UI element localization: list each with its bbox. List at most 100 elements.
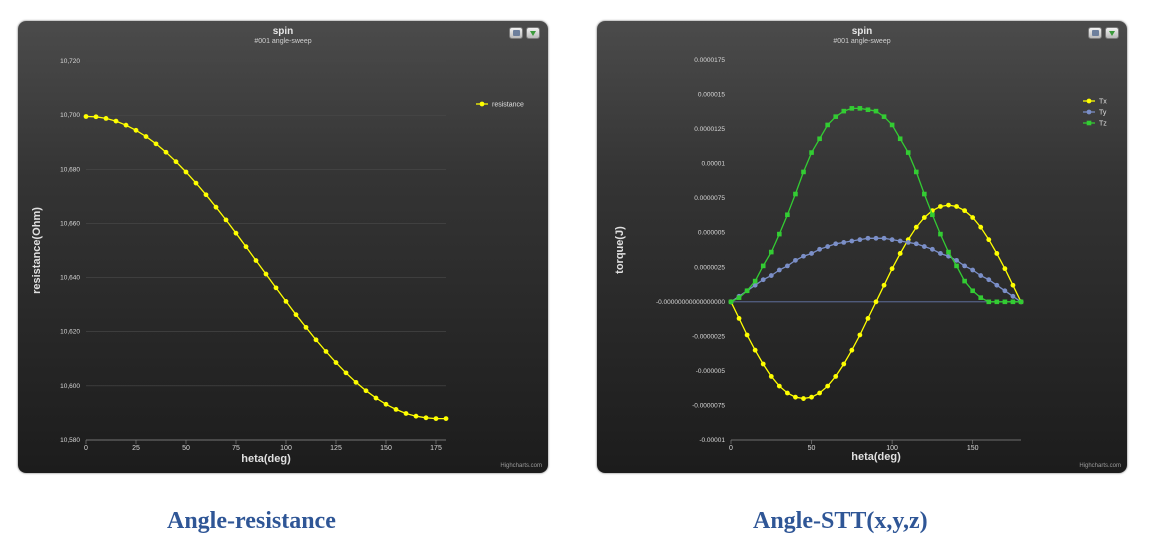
y-tick-label: 10,660 — [60, 220, 80, 227]
data-point — [889, 122, 895, 128]
y-tick-label: -0.000005 — [696, 368, 726, 375]
data-point — [817, 136, 822, 142]
data-point — [897, 251, 903, 256]
data-point — [873, 108, 879, 114]
data-point — [905, 150, 911, 155]
data-point — [873, 235, 879, 241]
print-icon[interactable] — [509, 27, 523, 39]
data-point — [373, 395, 379, 401]
data-point — [946, 202, 951, 208]
data-point — [962, 208, 968, 214]
data-point — [736, 295, 742, 300]
data-point — [978, 224, 984, 230]
data-point — [986, 237, 992, 243]
data-point — [954, 263, 959, 269]
data-point — [403, 411, 409, 416]
data-point — [744, 332, 750, 338]
credits-link[interactable]: Highcharts.com — [1079, 463, 1121, 469]
x-tick-label: 25 — [132, 445, 140, 452]
export-icon[interactable] — [1105, 27, 1119, 39]
legend-marker — [1086, 98, 1092, 104]
series-line-resistance — [85, 115, 446, 420]
export-glyph — [530, 30, 536, 36]
data-point — [768, 374, 774, 379]
data-point — [183, 169, 189, 175]
data-point — [841, 361, 847, 367]
data-point — [393, 407, 399, 412]
y-tick-label: -0.0000075 — [692, 402, 725, 409]
x-tick-label: 125 — [330, 445, 342, 452]
legend-marker — [1086, 120, 1092, 126]
caption-angle-resistance: Angle-resistance — [167, 508, 336, 534]
data-point — [913, 241, 919, 247]
print-glyph — [512, 30, 520, 36]
x-axis-title: heta(deg) — [241, 453, 291, 465]
data-point — [913, 169, 919, 175]
credits-link[interactable]: Highcharts.com — [500, 463, 542, 469]
data-point — [857, 106, 863, 111]
data-point — [946, 249, 951, 255]
data-point — [143, 134, 149, 139]
y-tick-label: -0.00001 — [699, 437, 725, 444]
data-point — [849, 106, 855, 111]
data-point — [865, 316, 871, 321]
data-point — [273, 285, 279, 291]
data-point — [383, 401, 389, 407]
data-point — [930, 212, 935, 218]
data-point — [203, 192, 209, 198]
data-point — [153, 141, 159, 147]
data-point — [825, 383, 831, 389]
data-point — [744, 288, 750, 294]
data-point — [881, 114, 887, 119]
data-point — [133, 127, 139, 133]
data-point — [962, 263, 968, 269]
data-point — [728, 299, 734, 305]
y-axis-title: resistance(Ohm) — [31, 207, 43, 294]
y-tick-label: 10,580 — [60, 437, 80, 444]
resistance-chart-svg: 10,580 10,600 10,620 10,640 10,660 10,680 10,7… — [31, 58, 524, 465]
data-point — [760, 361, 766, 367]
legend-marker — [1086, 109, 1092, 115]
data-point — [303, 324, 309, 330]
data-point — [849, 347, 855, 353]
series-line-Ty — [730, 237, 1022, 303]
data-point — [897, 238, 903, 244]
data-point — [970, 267, 976, 273]
x-tick-label: 0 — [729, 445, 733, 452]
data-point — [363, 388, 369, 394]
data-point — [873, 299, 879, 305]
chart-title: spin — [272, 26, 294, 37]
data-point — [752, 282, 758, 288]
y-tick-label: 10,640 — [60, 275, 80, 282]
data-point — [841, 108, 847, 114]
data-point — [1018, 299, 1024, 305]
data-point — [193, 180, 199, 186]
data-point — [752, 347, 758, 353]
data-point — [889, 266, 895, 272]
data-point — [736, 316, 742, 321]
data-point — [93, 114, 99, 120]
data-point — [433, 416, 439, 422]
data-point — [825, 244, 831, 249]
data-point — [313, 337, 319, 343]
data-point — [833, 114, 839, 119]
y-tick-label: 10,700 — [60, 112, 80, 119]
data-point — [857, 237, 863, 243]
data-point — [954, 204, 959, 209]
data-point — [793, 394, 798, 400]
print-icon[interactable] — [1088, 27, 1102, 39]
x-tick-label: 150 — [967, 445, 979, 452]
data-point — [103, 115, 109, 121]
data-point — [978, 273, 984, 278]
export-icon[interactable] — [526, 27, 540, 39]
data-point — [163, 149, 169, 155]
data-point — [970, 288, 975, 294]
data-point — [1010, 299, 1016, 305]
data-point — [768, 249, 774, 255]
data-point — [233, 230, 239, 236]
data-point — [817, 246, 823, 252]
data-point — [994, 299, 1000, 305]
print-glyph — [1091, 30, 1099, 36]
x-tick-label: 50 — [808, 445, 816, 452]
x-axis-title: heta(deg) — [851, 451, 901, 463]
